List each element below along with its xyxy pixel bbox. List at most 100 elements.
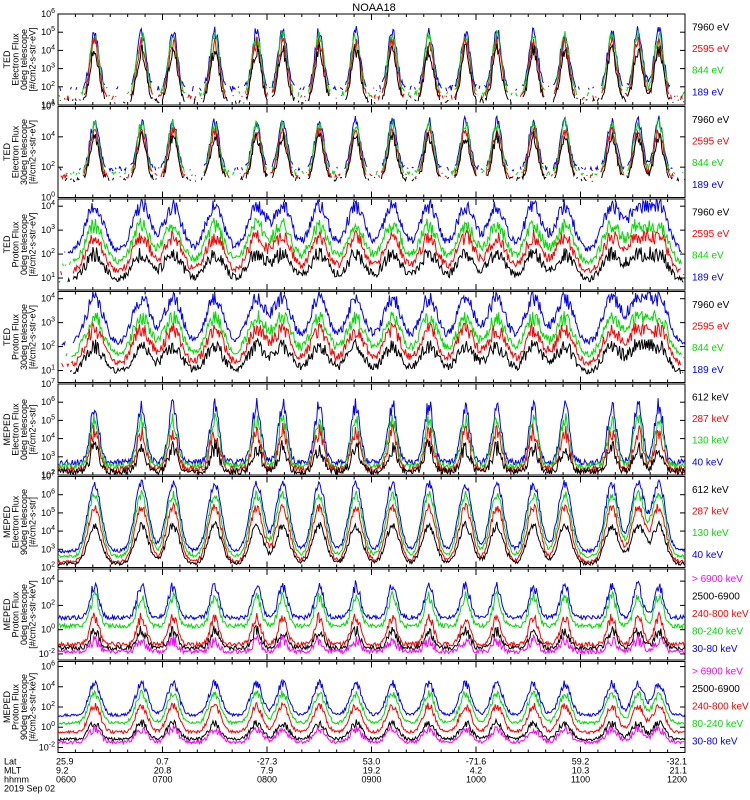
y-tick-label: 101 xyxy=(41,99,55,110)
y-tick-exponent: -2 xyxy=(49,741,55,748)
data-traces xyxy=(62,291,685,375)
series-trace xyxy=(58,610,685,649)
y-tick-label: 102 xyxy=(41,599,55,610)
x-tick-label: 1000 xyxy=(466,775,486,785)
y-tick-label: 102 xyxy=(41,469,55,480)
series-trace xyxy=(65,309,685,359)
y-tick-label: 100 xyxy=(41,721,55,732)
y-tick-label: 104 xyxy=(41,681,55,692)
y-tick-label: 102 xyxy=(41,701,55,712)
y-tick-exponent: 3 xyxy=(51,224,55,231)
y-axis-label-line: Electron Flux xyxy=(11,403,21,456)
y-tick-exponent: 1 xyxy=(51,99,55,106)
y-tick-exponent: 4 xyxy=(51,44,55,51)
y-tick-exponent: 1 xyxy=(51,272,55,279)
legend-entry: 287 keV xyxy=(692,414,729,425)
y-tick-exponent: 3 xyxy=(51,543,55,550)
data-traces xyxy=(58,478,685,567)
y-axis-label-line: 0deg telescope xyxy=(19,214,29,275)
y-tick-label: 100 xyxy=(41,624,55,635)
y-tick-label: 104 xyxy=(41,575,55,586)
y-axis-label-line: Electron Flux xyxy=(11,125,21,178)
series-trace xyxy=(58,501,685,565)
y-axis-label-line: [#/cm2-s-str-keV] xyxy=(28,673,38,742)
y-tick-exponent: 6 xyxy=(51,489,55,496)
y-tick-exponent: 2 xyxy=(51,469,55,476)
y-axis-label-line: 30deg telescope xyxy=(19,119,29,185)
legend-entry: 2595 eV xyxy=(692,44,730,55)
legend-entry: 612 keV xyxy=(692,392,729,403)
y-tick-exponent: 3 xyxy=(51,451,55,458)
legend-entry: 240-800 keV xyxy=(692,702,749,713)
y-tick-exponent: 4 xyxy=(51,200,55,207)
series-trace xyxy=(58,580,685,622)
series-trace xyxy=(58,397,685,467)
y-axis-label-line: [#/cm2-s-str-eV] xyxy=(28,212,38,276)
y-tick-label: 102 xyxy=(41,161,55,172)
x-tick-label: 4.2 xyxy=(470,766,483,776)
legend-entry: 612 keV xyxy=(692,485,729,496)
legend-entry: 130 keV xyxy=(692,436,729,447)
legend-entry: 2500-6900 xyxy=(692,684,740,695)
y-tick-label: 104 xyxy=(41,525,55,536)
legend-entry: 7960 eV xyxy=(692,115,730,126)
y-axis-label-line: Proton Flux xyxy=(11,221,21,268)
legend-entry: 40 keV xyxy=(692,550,723,561)
data-traces xyxy=(58,397,685,475)
y-axis-label-line: [#/cm2-s-str-eV] xyxy=(28,305,38,369)
y-tick-exponent: 4 xyxy=(51,131,55,138)
y-tick-label: 105 xyxy=(41,26,55,37)
series-trace xyxy=(63,36,683,101)
y-axis-label-line: MEPED xyxy=(2,691,12,724)
legend-entry: 30-80 keV xyxy=(692,644,738,655)
y-tick-exponent: 2 xyxy=(51,599,55,606)
y-tick-label: 103 xyxy=(41,543,55,554)
y-tick-exponent: -2 xyxy=(49,648,55,655)
x-row-label: hhmm xyxy=(4,775,29,785)
y-tick-exponent: 7 xyxy=(51,378,55,385)
legend-entry: 189 eV xyxy=(692,87,724,98)
chart-title: NOAA18 xyxy=(352,2,395,14)
y-axis-label-line: [#/cm2-s-str-eV] xyxy=(28,120,38,184)
y-axis-label-line: MEPED xyxy=(2,598,12,631)
x-tick-label: -27.3 xyxy=(257,757,278,767)
y-tick-exponent: 6 xyxy=(51,396,55,403)
legend-entry: 844 eV xyxy=(692,343,724,354)
series-trace xyxy=(60,228,685,276)
series-trace xyxy=(62,217,682,267)
y-axis-label-line: MEPED xyxy=(2,413,12,446)
y-tick-exponent: 2 xyxy=(51,701,55,708)
x-tick-label: 0800 xyxy=(257,775,277,785)
y-axis-label-line: 0deg telescope xyxy=(19,584,29,645)
x-tick-label: 1100 xyxy=(571,775,590,785)
series-trace xyxy=(58,724,685,746)
y-tick-label: 106 xyxy=(41,101,55,112)
x-tick-label: 7.9 xyxy=(261,766,274,776)
y-axis-label-line: 90deg telescope xyxy=(19,674,29,740)
y-axis-label-line: [#/cm2-s-str] xyxy=(28,404,38,454)
y-axis-label-line: Proton Flux xyxy=(11,313,21,360)
x-tick-label: 10.3 xyxy=(572,766,590,776)
y-tick-exponent: 6 xyxy=(51,661,55,668)
y-axis-label-line: 90deg telescope xyxy=(19,489,29,555)
y-axis-label-line: Electron Flux xyxy=(11,33,21,86)
y-axis-label-line: 30deg telescope xyxy=(19,304,29,370)
data-traces xyxy=(58,678,685,746)
x-tick-label: 0600 xyxy=(56,775,76,785)
y-tick-label: 106 xyxy=(41,8,55,19)
y-tick-exponent: 5 xyxy=(51,26,55,33)
x-row-label: MLT xyxy=(4,766,22,776)
y-axis-label-line: TED xyxy=(2,327,12,346)
data-traces xyxy=(58,580,685,656)
y-tick-exponent: 4 xyxy=(51,525,55,532)
date-label: 2019 Sep 02 xyxy=(4,784,55,794)
y-tick-label: 106 xyxy=(41,489,55,500)
series-trace xyxy=(58,678,685,718)
legend-entry: 189 eV xyxy=(692,180,724,191)
panel-frame xyxy=(57,476,686,568)
y-tick-exponent: 6 xyxy=(51,101,55,108)
